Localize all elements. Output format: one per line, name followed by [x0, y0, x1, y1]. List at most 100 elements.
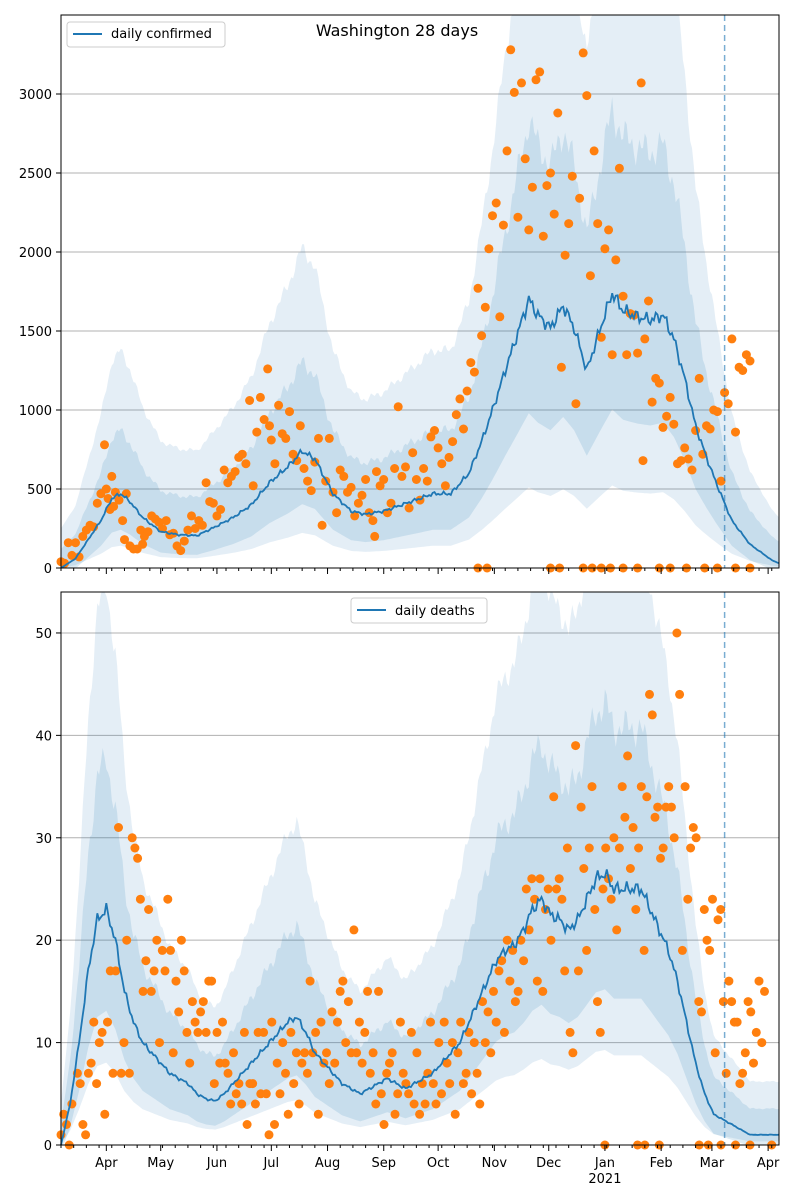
observed-point [611, 255, 621, 265]
observed-point [516, 935, 526, 945]
observed-point [322, 1048, 331, 1058]
observed-point [535, 874, 545, 884]
confirmed-line [60, 292, 780, 569]
observed-point [473, 283, 483, 293]
observed-point [390, 464, 400, 473]
observed-point [502, 146, 512, 156]
observed-point [160, 966, 170, 976]
legend-box [350, 597, 488, 624]
observed-point [552, 884, 561, 894]
observed-point [422, 476, 432, 486]
observed-point [265, 421, 274, 431]
observed-point [248, 481, 258, 491]
observed-point [101, 484, 111, 494]
observed-point [462, 386, 472, 396]
observed-point [738, 366, 748, 375]
confirmed-chart: 0 500 1000 1500 2000 2500 3000 Washington 28 d… [19, 14, 780, 577]
observed-point [477, 331, 487, 341]
observed-point [338, 976, 348, 986]
observed-point [590, 905, 600, 914]
observed-point [705, 424, 715, 434]
observed-point [313, 1109, 323, 1119]
observed-point [197, 520, 207, 530]
observed-point [237, 449, 247, 459]
observed-point [368, 1048, 378, 1058]
observed-point [114, 495, 124, 505]
observed-point [415, 1109, 425, 1119]
observed-point [207, 976, 217, 986]
observed-point [155, 1038, 164, 1048]
observed-point [183, 525, 193, 535]
observed-point [176, 546, 186, 556]
observed-point [720, 388, 730, 398]
observed-point [672, 628, 682, 638]
observed-point [281, 433, 291, 443]
observed-point [176, 935, 186, 945]
observed-point [676, 456, 686, 466]
observed-point [149, 966, 159, 976]
observed-point [138, 986, 148, 996]
observed-point [675, 689, 685, 699]
observed-point [538, 986, 548, 996]
observed-point [694, 997, 704, 1007]
observed-point [721, 1068, 731, 1078]
observed-point [230, 467, 240, 477]
observed-point [662, 411, 672, 421]
observed-point [618, 291, 628, 301]
x-tick-label: Aug [315, 1156, 340, 1171]
legend-box [66, 21, 226, 48]
confirmed-uncertainty-bands [61, 15, 779, 569]
uncertainty-band [61, 592, 779, 1145]
x-tick-label: Feb [650, 1156, 673, 1171]
observed-point [333, 1017, 342, 1027]
observed-point [622, 350, 632, 360]
observed-point [135, 894, 145, 904]
observed-point [461, 1068, 471, 1078]
observed-point [489, 986, 498, 996]
observed-point [451, 410, 461, 420]
observed-point [241, 459, 251, 469]
observed-point [650, 812, 660, 822]
observed-point [743, 997, 753, 1007]
observed-point [466, 358, 476, 368]
observed-point [687, 465, 697, 475]
observed-point [404, 1089, 414, 1099]
observed-point [332, 508, 342, 518]
observed-point [554, 874, 564, 884]
observed-point [519, 956, 529, 966]
observed-point [455, 394, 465, 404]
observed-point [398, 1068, 408, 1078]
observed-point [456, 1017, 466, 1027]
observed-point [480, 1038, 490, 1048]
observed-point [168, 1048, 178, 1058]
observed-point [179, 536, 189, 546]
observed-point [226, 1099, 236, 1109]
observed-point [393, 402, 403, 412]
observed-point [708, 894, 717, 904]
observed-point [480, 302, 490, 312]
observed-point [299, 464, 309, 473]
observed-point [264, 1130, 274, 1140]
x-tick-label: Apr [757, 1156, 780, 1171]
observed-point [727, 997, 737, 1007]
observed-point [531, 75, 541, 85]
observed-point [560, 250, 570, 260]
observed-point [266, 435, 276, 445]
observed-point [223, 1068, 233, 1078]
observed-point [361, 475, 371, 484]
observed-point [612, 925, 622, 935]
y-tick-label: 2500 [19, 167, 52, 182]
observed-point [535, 67, 545, 77]
observed-point [92, 1079, 102, 1089]
observed-point [100, 1109, 110, 1119]
observed-point [324, 433, 334, 443]
x-tick-label: Jan [594, 1156, 615, 1171]
observed-point [157, 945, 167, 955]
x-tick-label: Sep [371, 1156, 396, 1171]
observed-point [395, 1017, 405, 1027]
observed-point [371, 1099, 381, 1109]
observed-point [372, 467, 381, 477]
observed-point [401, 462, 410, 472]
y-tick-label: 500 [27, 483, 52, 498]
observed-point [656, 853, 665, 863]
